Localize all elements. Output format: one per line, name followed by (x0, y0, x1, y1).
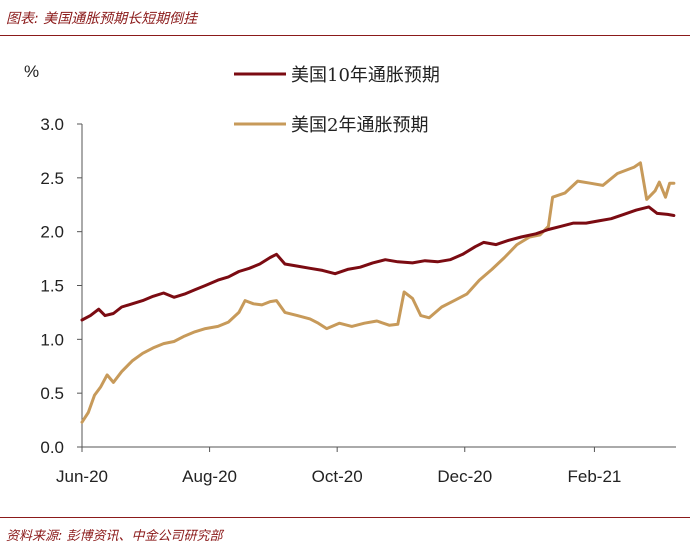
x-tick-label: Aug-20 (182, 467, 237, 486)
y-tick-label: 1.0 (40, 330, 64, 349)
x-tick-label: Feb-21 (567, 467, 621, 486)
source-divider (0, 517, 690, 518)
y-axis-unit: % (24, 62, 39, 81)
legend-label-10y: 美国10年通胀预期 (291, 65, 440, 86)
title-divider (0, 35, 690, 36)
axes: 0.0 0.5 1.0 1.5 2.0 2.5 3.0 Jun-20 Aug-20 Oct-20 D… (40, 115, 676, 486)
x-tick-label: Oct-20 (312, 467, 363, 486)
x-tick-label: Dec-20 (437, 467, 492, 486)
series-line-10y (80, 205, 676, 322)
y-tick-label: 0.0 (40, 438, 64, 457)
y-tick-label: 3.0 (40, 115, 64, 134)
legend-label-2y: 美国2年通胀预期 (291, 115, 428, 136)
series-line-2y (80, 161, 676, 424)
figure-title: 图表: 美国通胀预期长短期倒挂 (6, 11, 198, 27)
y-tick-label: 0.5 (40, 384, 64, 403)
y-tick-label: 2.5 (40, 169, 64, 188)
series-lines (80, 161, 676, 424)
chart: % 0.0 0.5 1.0 1.5 2.0 2.5 3.0 Jun-20 Aug-20 Oct-2… (24, 62, 676, 486)
source-note: 资料来源: 彭博资讯、中金公司研究部 (6, 529, 223, 544)
y-tick-label: 1.5 (40, 277, 64, 296)
x-tick-label: Jun-20 (56, 467, 108, 486)
y-tick-label: 2.0 (40, 223, 64, 242)
